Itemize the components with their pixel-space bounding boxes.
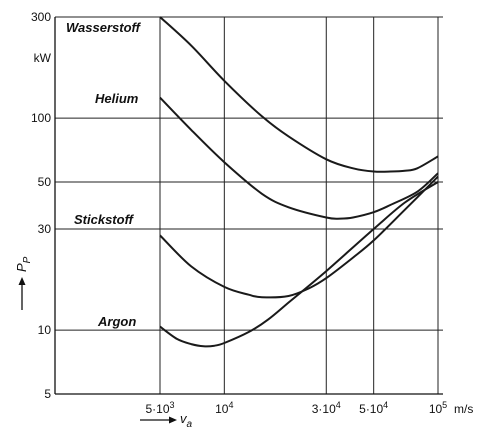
- series-curve-wasserstoff: [160, 17, 438, 172]
- y-tick-label: 50: [38, 175, 52, 189]
- series-label-helium: Helium: [95, 91, 139, 106]
- series-labels: Wasserstoff Helium Stickstoff Argon: [66, 20, 142, 329]
- x-tick-label: 104: [215, 400, 233, 416]
- axis-layer: [55, 17, 443, 394]
- y-axis-subscript: P: [22, 256, 33, 263]
- y-tick-label: 100: [31, 111, 51, 125]
- y-tick-label: 30: [38, 222, 52, 236]
- svg-text:PP: PP: [14, 256, 33, 272]
- y-tick-label: 10: [38, 323, 52, 337]
- y-tick-label: 5: [44, 387, 51, 401]
- series-curve-argon: [160, 182, 438, 346]
- x-unit-label: m/s: [454, 402, 473, 416]
- series-curve-stickstoff: [160, 177, 438, 298]
- y-tick-label: 300: [31, 10, 51, 24]
- x-tick-label: 105: [429, 400, 447, 416]
- x-tick-label: 3·104: [312, 400, 341, 416]
- svg-text:va: va: [180, 411, 193, 430]
- y-axis-arrow-head: [19, 277, 26, 285]
- y-axis-title: PP: [14, 256, 33, 310]
- grid-layer: [55, 17, 443, 394]
- series-label-argon: Argon: [97, 314, 136, 329]
- x-axis-arrow-head: [169, 417, 177, 424]
- series-label-stickstoff: Stickstoff: [74, 212, 135, 227]
- x-tick-label: 5·103: [145, 400, 174, 416]
- y-axis-symbol: P: [14, 263, 29, 272]
- x-tick-label: 5·104: [359, 400, 388, 416]
- series-label-wasserstoff: Wasserstoff: [66, 20, 142, 35]
- x-axis-subscript: a: [187, 419, 193, 430]
- y-unit-label: kW: [34, 51, 52, 65]
- series-curve-helium: [160, 98, 438, 219]
